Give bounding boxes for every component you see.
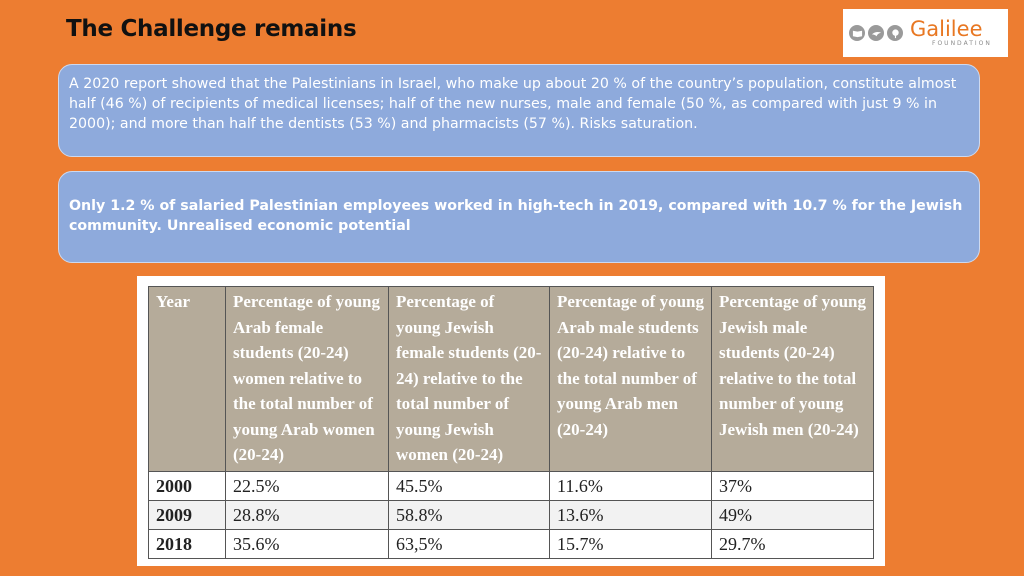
table-cell: 58.8% bbox=[388, 499, 550, 530]
dove-icon bbox=[868, 25, 884, 41]
book-icon bbox=[849, 25, 865, 41]
report-text-box: A 2020 report showed that the Palestinia… bbox=[58, 64, 980, 157]
header-jewish-female: Percentage of young Jewish female studen… bbox=[388, 286, 550, 472]
table-cell: 63,5% bbox=[388, 528, 550, 559]
galilee-foundation-logo: Galilee FOUNDATION bbox=[843, 9, 1008, 57]
logo-icons bbox=[849, 25, 903, 41]
hightech-text-box: Only 1.2 % of salaried Palestinian emplo… bbox=[58, 171, 980, 263]
table-cell: 15.7% bbox=[549, 528, 712, 559]
table-header-row: Year Percentage of young Arab female stu… bbox=[148, 286, 874, 472]
table-cell: 37% bbox=[711, 470, 874, 501]
table-row: 2000 22.5% 45.5% 11.6% 37% bbox=[148, 470, 874, 501]
header-year: Year bbox=[148, 286, 226, 472]
students-percentage-table: Year Percentage of young Arab female stu… bbox=[148, 286, 874, 559]
table-cell-year: 2018 bbox=[148, 528, 226, 559]
table-cell: 13.6% bbox=[549, 499, 712, 530]
table-cell: 49% bbox=[711, 499, 874, 530]
table-cell: 28.8% bbox=[225, 499, 389, 530]
table-cell: 35.6% bbox=[225, 528, 389, 559]
slide-title: The Challenge remains bbox=[66, 16, 357, 42]
table-cell: 45.5% bbox=[388, 470, 550, 501]
table-row: 2009 28.8% 58.8% 13.6% 49% bbox=[148, 499, 874, 530]
tree-icon bbox=[887, 25, 903, 41]
table-container: Year Percentage of young Arab female stu… bbox=[137, 276, 885, 566]
logo-brand-text: Galilee bbox=[910, 17, 983, 41]
report-text: A 2020 report showed that the Palestinia… bbox=[69, 76, 957, 132]
table-cell-year: 2009 bbox=[148, 499, 226, 530]
table-row: 2018 35.6% 63,5% 15.7% 29.7% bbox=[148, 528, 874, 559]
logo-sub-text: FOUNDATION bbox=[932, 40, 992, 47]
header-jewish-male: Percentage of young Jewish male students… bbox=[711, 286, 874, 472]
table-cell: 22.5% bbox=[225, 470, 389, 501]
table-cell-year: 2000 bbox=[148, 470, 226, 501]
header-arab-female: Percentage of young Arab female students… bbox=[225, 286, 389, 472]
table-cell: 11.6% bbox=[549, 470, 712, 501]
hightech-text: Only 1.2 % of salaried Palestinian emplo… bbox=[69, 198, 963, 234]
header-arab-male: Percentage of young Arab male students (… bbox=[549, 286, 712, 472]
table-cell: 29.7% bbox=[711, 528, 874, 559]
